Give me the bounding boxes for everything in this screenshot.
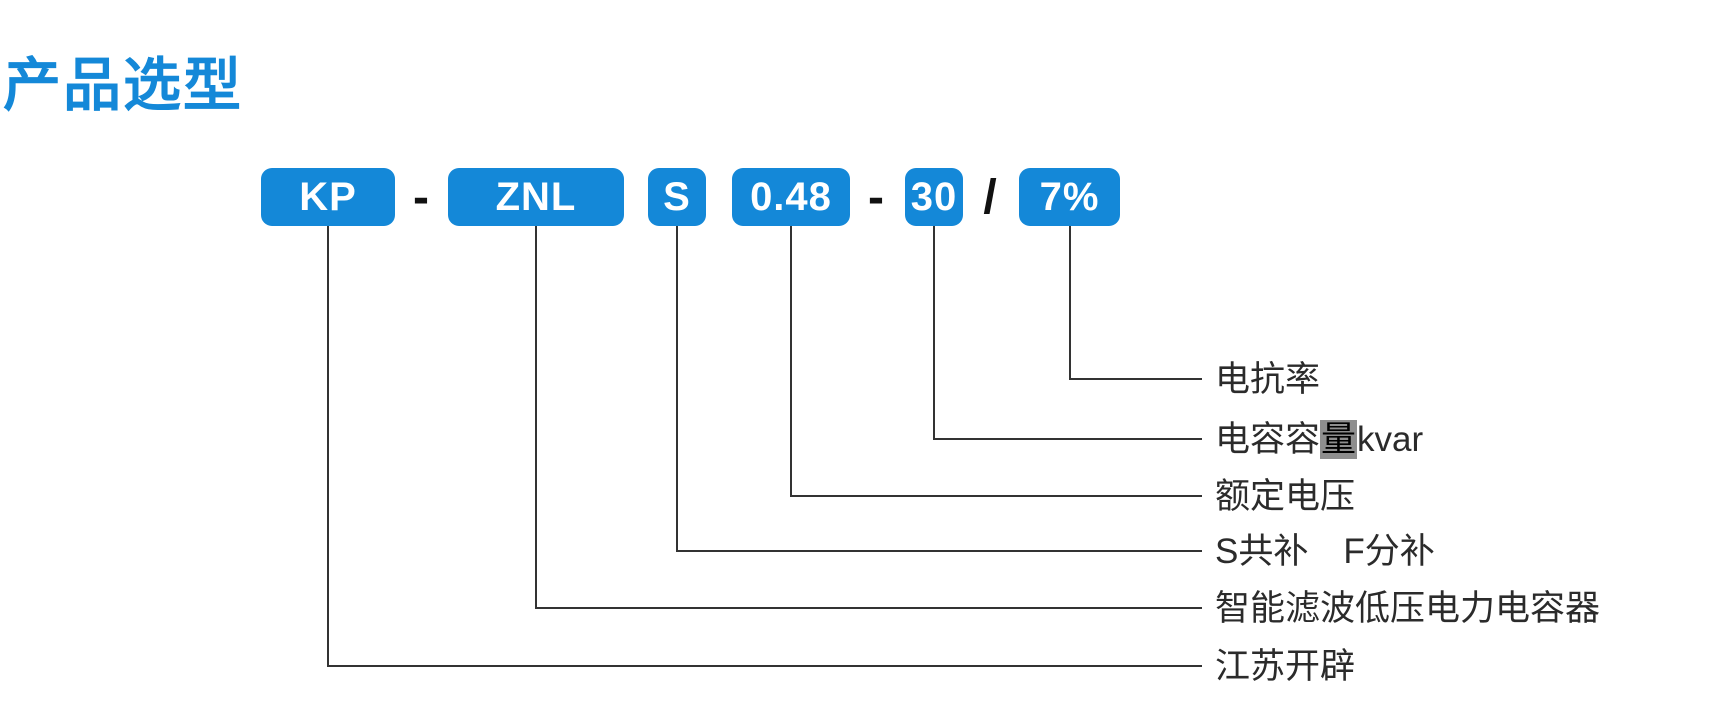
legend-label-30: 电容容量kvar bbox=[1215, 419, 1423, 461]
code-separator: - bbox=[413, 170, 429, 224]
legend-label-text: 江苏开辟 bbox=[1215, 647, 1356, 686]
connector-line-0.48 bbox=[790, 226, 1202, 497]
connector-line-KP bbox=[327, 226, 1202, 667]
legend-label-text: S共补 F分补 bbox=[1215, 532, 1435, 571]
connector-line-7% bbox=[1069, 226, 1202, 380]
connector-line-ZNL bbox=[535, 226, 1202, 609]
code-box-30: 30 bbox=[905, 168, 963, 226]
connector-line-S bbox=[676, 226, 1202, 552]
legend-label-KP: 江苏开辟 bbox=[1215, 646, 1355, 688]
code-box-ZNL: ZNL bbox=[448, 168, 624, 226]
legend-label-text: 电抗率 bbox=[1215, 360, 1321, 399]
code-box-7%: 7% bbox=[1019, 168, 1120, 226]
legend-label-ZNL: 智能滤波低压电力电容器 bbox=[1215, 588, 1600, 630]
legend-label-S: S共补 F分补 bbox=[1215, 531, 1435, 573]
code-box-S: S bbox=[648, 168, 706, 226]
code-separator: - bbox=[868, 170, 884, 224]
legend-label-unit: kvar bbox=[1357, 420, 1424, 459]
connector-line-30 bbox=[933, 226, 1202, 440]
code-box-0.48: 0.48 bbox=[732, 168, 850, 226]
legend-label-text: 额定电压 bbox=[1215, 477, 1356, 516]
code-box-KP: KP bbox=[261, 168, 395, 226]
code-separator: / bbox=[983, 170, 997, 224]
legend-label-7%: 电抗率 bbox=[1215, 359, 1320, 401]
legend-label-text: 电容容 bbox=[1215, 420, 1321, 459]
highlighted-character: 量 bbox=[1320, 420, 1358, 459]
legend-label-0.48: 额定电压 bbox=[1215, 476, 1355, 518]
legend-label-text: 智能滤波低压电力电容器 bbox=[1215, 589, 1601, 628]
page-title: 产品选型 bbox=[3, 53, 244, 118]
